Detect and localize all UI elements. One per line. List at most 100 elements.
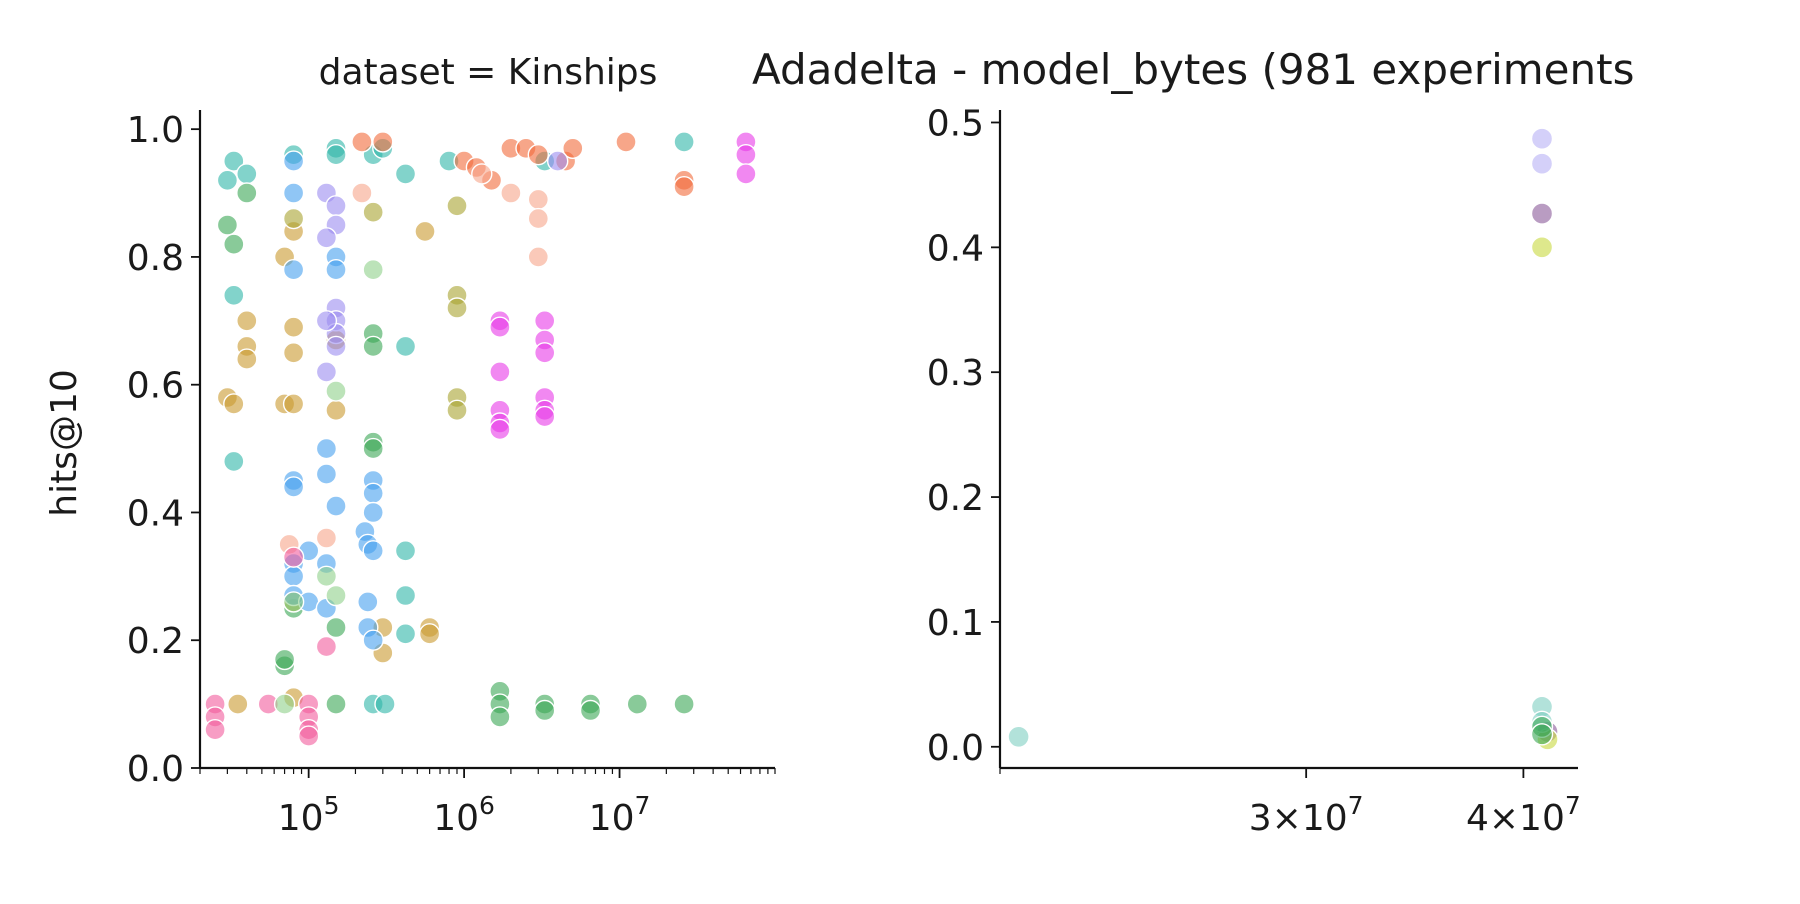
scatter-point bbox=[489, 361, 511, 383]
x-tick-label: 3×107 bbox=[1249, 791, 1364, 839]
scatter-point bbox=[223, 284, 245, 306]
y-tick-label: 0.5 bbox=[927, 103, 984, 144]
scatter-point bbox=[394, 623, 417, 645]
scatter-point bbox=[315, 463, 338, 485]
scatter-point bbox=[446, 195, 468, 217]
y-tick-label: 0.2 bbox=[927, 478, 984, 519]
scatter-point bbox=[236, 182, 258, 204]
scatter-point bbox=[471, 163, 493, 185]
scatter-point bbox=[325, 335, 347, 358]
scatter-point bbox=[626, 693, 648, 715]
scatter-point bbox=[1530, 723, 1554, 746]
scatter-point bbox=[315, 227, 338, 249]
scatter-point bbox=[527, 188, 549, 211]
scatter-point bbox=[562, 137, 584, 160]
panel-adadelta: Adadelta - model_bytes (981 experiments … bbox=[752, 45, 1634, 839]
scatter-point bbox=[236, 348, 258, 370]
y-tick-label: 1.0 bbox=[127, 110, 184, 151]
scatter-point bbox=[273, 693, 296, 715]
scatter-point bbox=[325, 399, 347, 421]
scatter-point bbox=[315, 565, 338, 587]
scatter-point bbox=[362, 437, 384, 460]
scatter-point bbox=[298, 725, 320, 747]
scatter-point bbox=[1530, 127, 1554, 150]
scatter-point bbox=[489, 316, 511, 338]
scatter-point bbox=[236, 310, 258, 332]
y-tick-label: 0.8 bbox=[127, 238, 184, 279]
scatter-point bbox=[446, 297, 468, 319]
scatter-point bbox=[282, 259, 305, 281]
scatter-point bbox=[673, 693, 695, 715]
scatter-point bbox=[223, 233, 245, 255]
scatter-point bbox=[325, 195, 347, 217]
y-tick-label: 0.2 bbox=[127, 621, 184, 662]
scatter-point bbox=[227, 693, 249, 715]
scatter-point bbox=[282, 546, 305, 568]
scatter-point bbox=[394, 335, 417, 358]
scatter-point bbox=[615, 131, 637, 153]
scatter-point bbox=[362, 335, 384, 358]
scatter-point bbox=[527, 207, 549, 230]
panel-title: dataset = Kinships bbox=[319, 52, 658, 93]
scatter-point bbox=[273, 648, 296, 671]
scatter-point bbox=[735, 163, 757, 185]
scatter-point bbox=[282, 150, 305, 172]
y-tick-label: 0.1 bbox=[927, 603, 984, 644]
scatter-point bbox=[282, 342, 305, 364]
scatter-point bbox=[362, 482, 384, 504]
panel-kinships: dataset = Kinships hits@10 0.00.20.40.60… bbox=[44, 52, 776, 839]
axes: 0.0 0.2 0.4 0.6 0.8 1.0 105 106 107 bbox=[127, 110, 776, 839]
scatter-point bbox=[414, 220, 436, 243]
scatter-point bbox=[527, 143, 549, 166]
scatter-point bbox=[418, 623, 441, 645]
scatter-point bbox=[394, 163, 417, 185]
scatter-point bbox=[282, 591, 305, 613]
scatter-point bbox=[1007, 725, 1030, 748]
scatter-point bbox=[534, 310, 556, 332]
scatter-point bbox=[362, 201, 384, 223]
scatter-point bbox=[216, 214, 239, 236]
scatter-point bbox=[325, 616, 347, 639]
scatter-point bbox=[446, 399, 468, 421]
scatter-point bbox=[374, 693, 396, 715]
y-tick-label: 0.4 bbox=[927, 228, 984, 269]
scatter-point bbox=[362, 259, 384, 281]
scatter-point bbox=[315, 437, 338, 460]
scatter-point bbox=[282, 207, 305, 230]
axes: 0.0 0.1 0.2 0.3 0.4 0.5 3×107 4×107 bbox=[927, 103, 1581, 839]
scatter-point bbox=[351, 182, 373, 204]
y-tick-label: 0.0 bbox=[127, 749, 184, 790]
scatter-point bbox=[735, 143, 757, 166]
scatter-point bbox=[673, 175, 695, 198]
scatter-point bbox=[500, 182, 522, 204]
scatter-point bbox=[579, 699, 602, 722]
scatter-point bbox=[1530, 152, 1554, 175]
scatter-point bbox=[534, 405, 556, 428]
scatter-point bbox=[315, 527, 338, 549]
scatter-point bbox=[372, 131, 394, 153]
scatter-point bbox=[394, 584, 417, 607]
scatter-point bbox=[325, 380, 347, 402]
scatter-point bbox=[394, 540, 417, 562]
scatter-point bbox=[325, 495, 347, 517]
scatter-point bbox=[282, 565, 305, 587]
scatter-points bbox=[1007, 127, 1559, 751]
scatter-point bbox=[1530, 236, 1554, 259]
scatter-point bbox=[534, 342, 556, 364]
scatter-point bbox=[223, 150, 245, 172]
x-tick-label: 105 bbox=[278, 791, 340, 839]
scatter-point bbox=[351, 131, 373, 153]
scatter-point bbox=[325, 143, 347, 166]
scatter-point bbox=[282, 316, 305, 338]
scatter-point bbox=[489, 418, 511, 441]
scatter-point bbox=[362, 540, 384, 562]
y-tick-label: 0.6 bbox=[127, 366, 184, 407]
scatter-point bbox=[534, 699, 556, 722]
scatter-point bbox=[204, 719, 226, 741]
scatter-point bbox=[527, 246, 549, 268]
scatter-point bbox=[315, 635, 338, 658]
scatter-point bbox=[315, 310, 338, 332]
x-tick-label: 4×107 bbox=[1466, 791, 1581, 839]
